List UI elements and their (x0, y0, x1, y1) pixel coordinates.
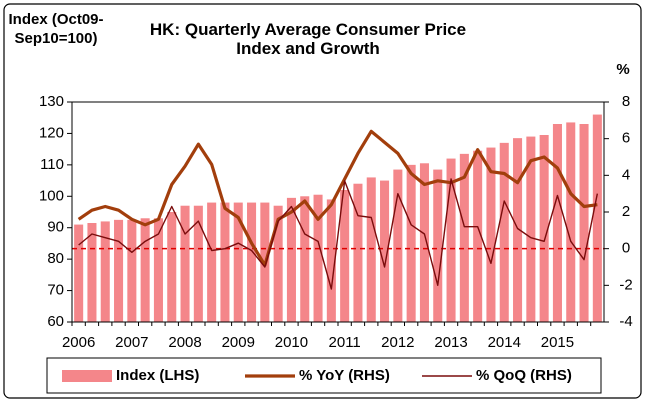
x-tick-label: 2010 (275, 334, 308, 351)
y-tick-label: 70 (47, 282, 64, 299)
bar (446, 158, 456, 322)
bar (100, 221, 110, 322)
y-axis-label: Index (Oct09-Sep10=100) (8, 11, 104, 47)
bar (579, 124, 589, 322)
bar (140, 218, 150, 322)
bar (180, 205, 190, 322)
bar (167, 212, 177, 322)
bar (87, 223, 97, 322)
y2-tick-label: 0 (622, 240, 630, 257)
bar (393, 169, 403, 322)
x-tick-label: 2008 (168, 334, 201, 351)
bar (592, 114, 602, 322)
bar (566, 122, 576, 322)
x-tick-label: 2007 (115, 334, 148, 351)
y2-tick-label: 8 (622, 93, 630, 110)
bar (539, 135, 549, 322)
bar (552, 124, 562, 322)
y-tick-label: 90 (47, 219, 64, 236)
line (77, 129, 598, 267)
y-tick-label: 120 (39, 124, 64, 141)
bar (459, 153, 469, 322)
bar (419, 163, 429, 322)
bar (406, 164, 416, 322)
bar (220, 202, 230, 322)
bar (127, 219, 137, 322)
bar (353, 183, 363, 322)
bar (366, 177, 376, 322)
x-tick-label: 2011 (329, 334, 361, 351)
x-tick-label: 2014 (488, 334, 521, 351)
x-tick-label: 2013 (434, 334, 467, 351)
bar (473, 150, 483, 322)
x-tick-label: 2015 (541, 334, 574, 351)
bar (193, 205, 203, 322)
y-tick-label: 60 (47, 313, 64, 330)
bar (380, 180, 390, 322)
bar (326, 199, 336, 322)
bar (313, 194, 323, 322)
bar (300, 196, 310, 322)
x-tick-label: 2006 (62, 334, 95, 351)
y2-tick-label: 6 (622, 130, 630, 147)
bar (340, 190, 350, 322)
bar (486, 147, 496, 322)
bar (153, 218, 163, 322)
y-tick-label: 100 (39, 187, 64, 204)
bar (74, 224, 84, 322)
y2-tick-label: 4 (622, 166, 630, 183)
legend-label: Index (LHS) (116, 367, 199, 384)
legend-box (46, 357, 602, 394)
bar (526, 136, 536, 322)
bar (286, 197, 296, 322)
legend-label: % YoY (RHS) (299, 367, 390, 384)
y2-tick-label: 2 (622, 203, 630, 220)
y2-axis-label: % (616, 61, 630, 78)
bar (499, 142, 509, 322)
y-tick-label: 110 (40, 156, 64, 173)
y-tick-label: 80 (47, 250, 64, 267)
chart-title: HK: Quarterly Average Consumer Price Ind… (149, 20, 467, 58)
bar (433, 169, 443, 322)
y2-tick-label: -4 (619, 313, 632, 330)
x-tick-label: 2009 (222, 334, 255, 351)
y2-tick-label: -2 (619, 276, 632, 293)
x-tick-label: 2012 (381, 334, 414, 351)
y-tick-label: 130 (39, 93, 64, 110)
bar (233, 202, 243, 322)
bar (114, 219, 124, 322)
bar (513, 138, 523, 322)
bar (273, 205, 283, 322)
bar (247, 202, 257, 322)
legend-label: % QoQ (RHS) (476, 367, 572, 384)
line (78, 178, 599, 290)
legend-swatch (62, 370, 112, 382)
bar (207, 202, 217, 322)
